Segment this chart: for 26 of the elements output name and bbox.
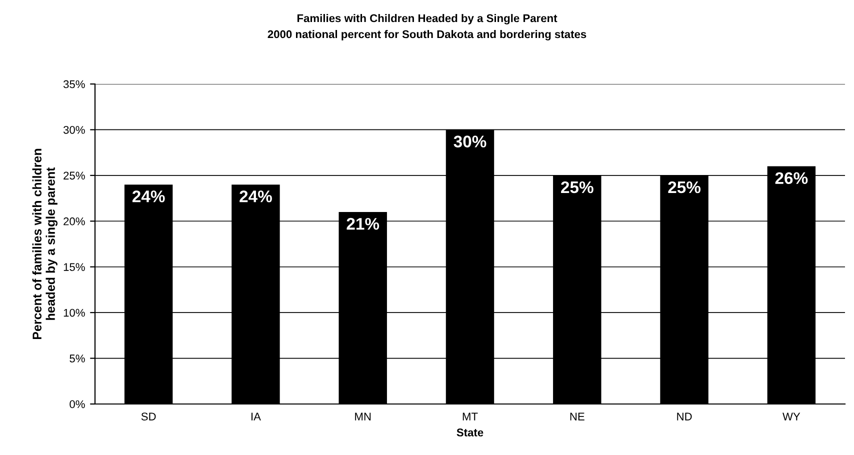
x-axis-title: State (456, 428, 484, 436)
data-label: 24% (240, 190, 272, 202)
x-tick-label: MT (462, 412, 478, 420)
y-tick-label: 25% (64, 172, 85, 180)
x-tick-label: IA (251, 412, 261, 420)
data-label: 25% (561, 181, 594, 194)
data-label: 30% (454, 136, 486, 148)
x-tick-label: NE (570, 412, 584, 420)
y-tick-label: 5% (70, 354, 85, 362)
chart-title: Families with Children Headed by a Single Parent (297, 14, 558, 24)
x-tick-label: MN (355, 412, 371, 420)
y-axis-title: Percent of families with children headed by a single parent (32, 148, 58, 340)
data-label: 25% (668, 181, 701, 194)
x-tick-label: WY (782, 412, 800, 420)
data-label: 26% (775, 172, 808, 184)
y-tick-label: 20% (64, 217, 85, 226)
y-tick-label: 0% (70, 400, 85, 408)
y-tick-label: 15% (64, 263, 85, 271)
x-tick-label: ND (677, 412, 692, 420)
y-tick-label: 10% (64, 308, 85, 317)
data-label: 24% (132, 190, 165, 202)
y-tick-label: 30% (63, 126, 85, 134)
data-label: 21% (346, 218, 380, 230)
y-tick-label: 35% (63, 80, 85, 88)
chart-subtitle: 2000 national percent for South Dakota and bordering states (268, 30, 586, 40)
x-tick-label: SD (141, 412, 156, 420)
